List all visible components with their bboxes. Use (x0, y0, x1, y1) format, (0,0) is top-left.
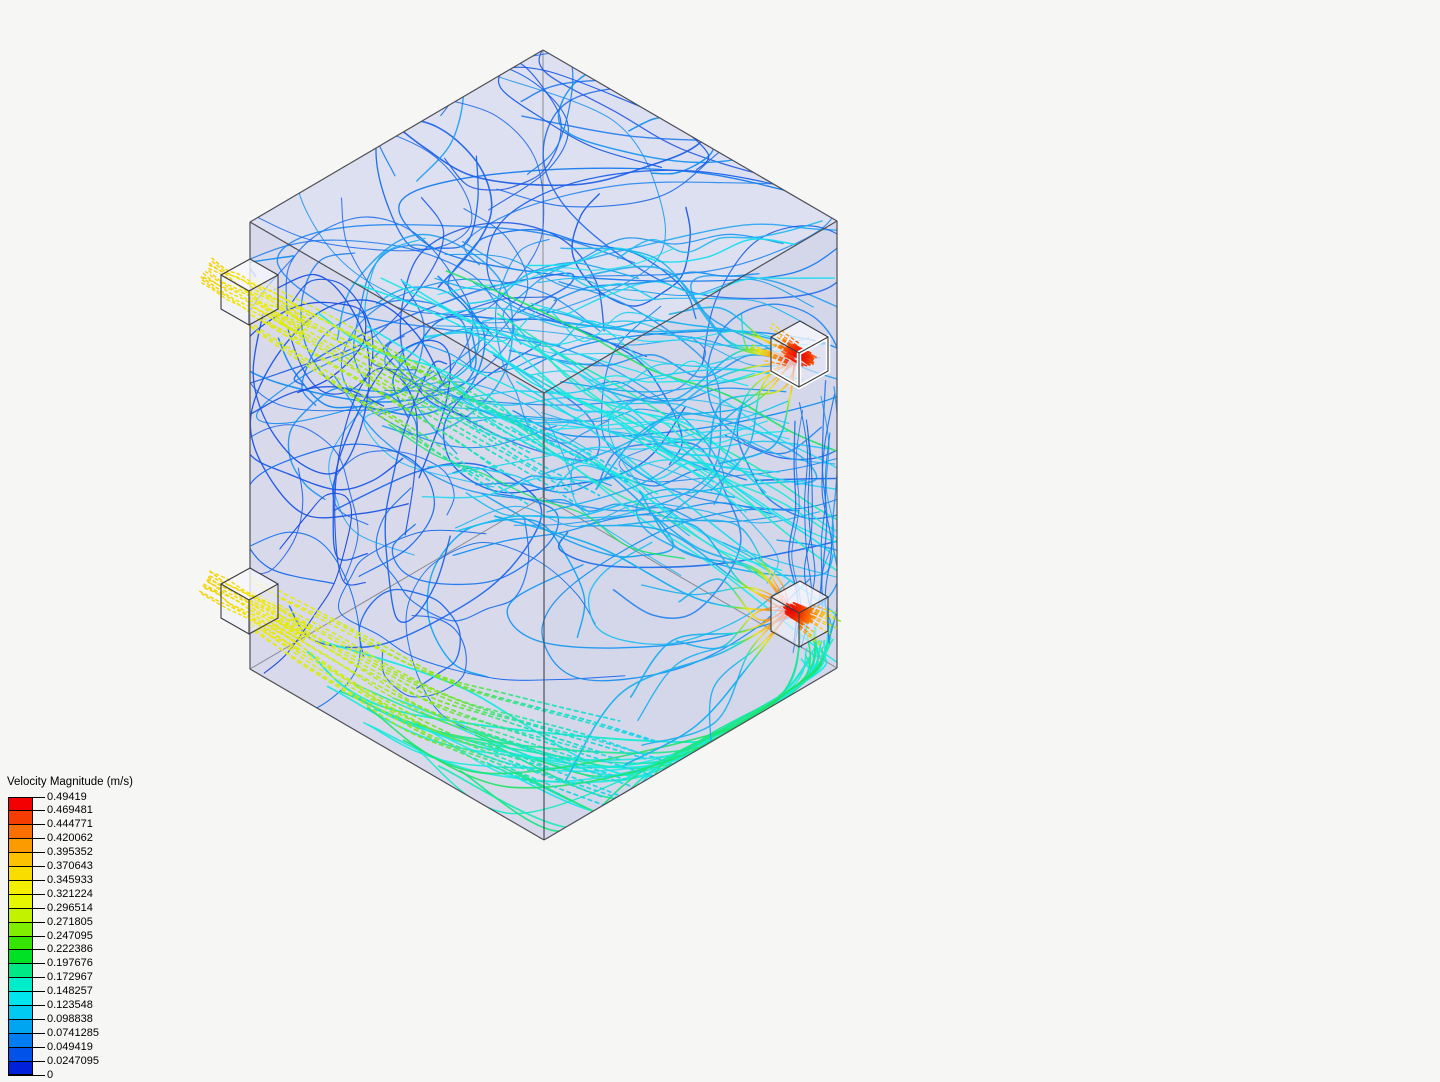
inlet-duct-upper-left[interactable] (200, 257, 316, 343)
inlet-duct-lower-left[interactable] (198, 567, 312, 653)
duct-edges (770, 320, 829, 388)
duct-edges (220, 567, 279, 635)
outlet-upper-right[interactable] (744, 320, 831, 390)
duct-edges (770, 580, 829, 648)
inlet-jet-core (200, 257, 316, 343)
outlet-flow-rays (744, 322, 800, 366)
duct-edges (220, 258, 279, 326)
streamlines (250, 50, 837, 833)
outlet-lower-right[interactable] (770, 580, 842, 648)
outlet-flow-rays (798, 604, 842, 647)
